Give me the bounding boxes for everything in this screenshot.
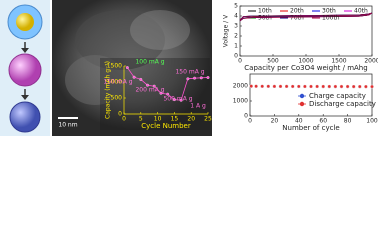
annotation: 1 A g [190,103,206,110]
marker [327,84,332,89]
marker [193,76,197,80]
x-tick-label: 20 [187,116,195,123]
marker [266,84,271,89]
marker [199,76,203,80]
x-tick-label: 25 [204,116,212,123]
marker [284,84,289,89]
y-tick-label: 500 [111,95,123,102]
legend-label: 50th [258,15,272,22]
marker [321,84,325,89]
legend-label: 40th [354,8,368,15]
legend-label: 100th [322,15,340,22]
x-tick-label: 60 [319,118,327,125]
x-tick-label: 20 [271,118,279,125]
x-tick-label: 1000 [298,58,313,65]
marker [139,77,143,81]
marker [272,84,277,89]
x-tick-label: 500 [267,58,279,65]
marker [260,84,264,89]
x-axis-title: Cycle Number [141,122,191,130]
marker [364,84,368,89]
annotation: 100 mA g [135,59,164,66]
marker [333,84,338,89]
legend-label: Charge capacity [309,92,366,100]
cycle-chart: 0 1000 2000 0 20 40 60 80 100 Number of cycle Char… [233,73,378,132]
x-tick-label: 100 [366,118,378,125]
y-tick-label: 1500 [107,63,122,70]
marker [309,84,313,89]
marker [358,84,362,89]
schematic [0,0,50,136]
legend-label: 20th [290,8,304,15]
legend-swatch [299,101,305,107]
inset-chart: 0 500 1000 1500 0 5 10 15 20 25 Cycle Number Capaci… [103,59,212,131]
y-tick-label: 1 [234,43,238,50]
marker [303,84,307,89]
x-tick-label: 80 [344,118,352,125]
marker [297,84,301,89]
marker [179,98,183,102]
legend-label: 10th [258,8,272,15]
marker [254,84,258,88]
marker [315,84,319,89]
marker [146,83,149,87]
x-axis-title: Capacity per Co3O4 weight / mAhg [244,64,367,72]
annotation: 150 mA g [175,69,204,76]
plot-area [239,5,373,57]
marker [152,84,156,88]
x-tick-label: 1500 [331,58,346,65]
x-tick-label: 10 [154,116,162,123]
y-axis-title: Voltage / V [223,14,230,47]
annotation: 150 mA g [103,79,132,86]
x-axis-title: Number of cycle [282,124,339,132]
marker [249,84,253,88]
legend-label: Discharge capacity [309,100,376,108]
scale-bar-label: 10 nm [58,122,77,129]
marker [172,98,176,102]
marker [345,84,350,89]
y-axis-title: Capacity (mAh g⁻¹) [105,61,112,119]
legend-label: 30th [322,8,336,15]
marker [370,84,374,89]
y-tick-label: 0 [118,111,122,118]
y-tick-label: 3 [234,23,238,30]
y-tick-label: 2 [234,33,238,40]
tem-image: 10 nm [52,0,212,136]
marker [159,91,163,95]
marker [351,84,356,89]
annotation: 500 mA g [163,96,192,103]
x-tick-label: 40 [295,118,303,125]
y-tick-label: 0 [244,113,248,120]
marker [186,77,190,81]
x-tick-label: 15 [171,116,179,123]
x-tick-label: 0 [122,116,126,123]
marker [166,92,170,96]
marker [278,84,283,89]
y-tick-label: 1000 [107,79,122,86]
y-tick-label: 0 [234,53,238,60]
series-line [239,12,373,22]
plot-area [249,73,373,117]
y-tick-label: 1000 [233,98,248,105]
x-tick-label: 5 [139,116,143,123]
marker [290,84,295,89]
x-tick-label: 0 [248,118,252,125]
annotation: 200 mA g [135,87,164,94]
legend-swatch [299,93,305,99]
y-tick-label: 2000 [233,83,248,90]
legend-label: 70th [290,15,304,22]
marker [206,76,210,79]
y-tick-label: 4 [234,13,238,20]
marker [125,66,129,70]
y-tick-label: 5 [234,3,238,10]
marker [132,75,136,79]
x-tick-label: 0 [238,58,242,65]
x-tick-label: 2000 [364,58,378,65]
marker [339,84,344,89]
